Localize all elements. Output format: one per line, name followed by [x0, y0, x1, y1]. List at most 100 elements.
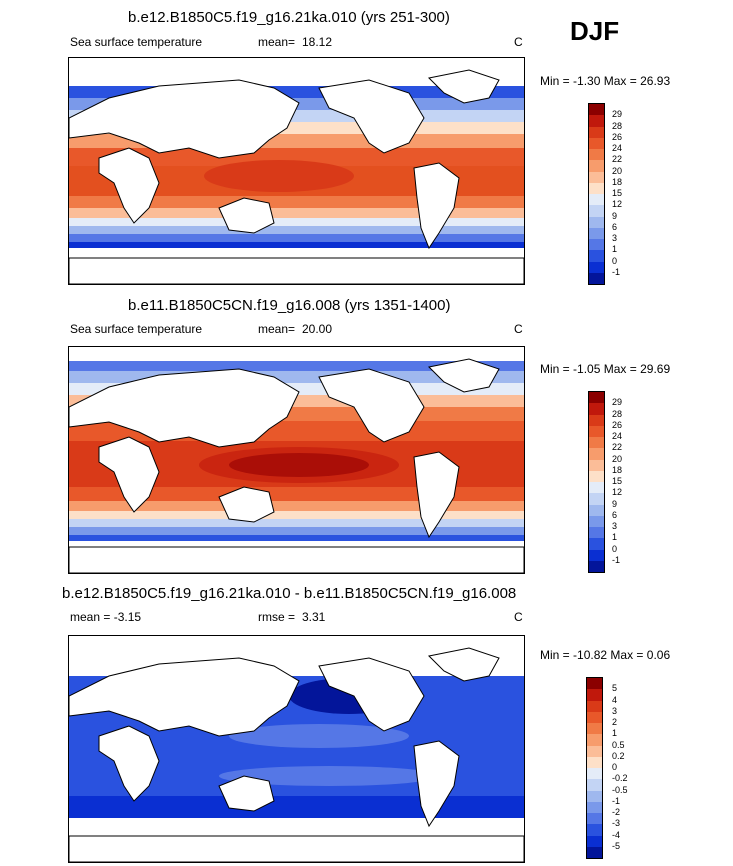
panel3-max-label: Max = [610, 648, 644, 662]
colorbar-swatch [589, 392, 604, 404]
anomaly-band [219, 766, 439, 786]
panel2-min-value: -1.05 [573, 362, 601, 376]
colorbar-swatch [587, 700, 602, 712]
ocean-band [69, 535, 524, 541]
colorbar-tick-label: 26 [612, 419, 623, 430]
colorbar-swatch [589, 137, 604, 149]
colorbar-tick-label: -0.5 [612, 784, 628, 795]
ocean-band [69, 208, 524, 218]
panel2-max-label: Max = [603, 362, 637, 376]
colorbar-tick-label: 20 [612, 453, 623, 464]
colorbar-swatch [589, 126, 604, 138]
colorbar-swatch [587, 846, 602, 858]
colorbar-swatch [589, 194, 604, 206]
colorbar-tick-label: 9 [612, 210, 618, 221]
colorbar-tick-label: 2 [612, 717, 618, 727]
panel3-rmse-label: rmse = [258, 610, 296, 624]
panel1-colorbar [588, 103, 605, 285]
ocean-band [69, 487, 524, 501]
panel2-min-max: Min = -1.05 Max = 29.69 [540, 362, 670, 376]
colorbar-tick-label: 0.2 [612, 750, 625, 761]
colorbar-swatch [587, 734, 602, 746]
panel1-variable-label: Sea surface temperature [70, 35, 203, 49]
colorbar-tick-label: 29 [612, 109, 623, 120]
colorbar-swatch [589, 414, 604, 426]
ocean-band [69, 527, 524, 535]
colorbar-swatch [589, 527, 604, 539]
panel3-title: b.e12.B1850C5.f19_g16.21ka.010 - b.e11.B… [62, 585, 517, 602]
panel2-colorbar [588, 391, 605, 573]
colorbar-tick-label: 5 [612, 683, 618, 694]
panel1-map-svg [69, 58, 524, 284]
colorbar-tick-label: 24 [612, 143, 623, 153]
colorbar-tick-label: 26 [612, 131, 623, 142]
colorbar-tick-label: 20 [612, 165, 623, 176]
colorbar-swatch [587, 711, 602, 723]
colorbar-swatch [589, 493, 604, 505]
colorbar-tick-label: -1 [612, 266, 621, 277]
panel3-colorbar [586, 677, 603, 859]
colorbar-swatch [589, 425, 604, 437]
panel1-min-value: -1.30 [573, 74, 601, 88]
ocean-band [69, 796, 524, 818]
panel3-map [68, 635, 525, 863]
colorbar-swatch [587, 779, 602, 791]
ocean-band [69, 361, 524, 371]
panel2-mean-label: mean= [258, 322, 296, 336]
colorbar-swatch [589, 250, 604, 262]
colorbar-swatch [587, 756, 602, 768]
panel3-min-label: Min = [540, 648, 570, 662]
panel3-map-svg [69, 636, 524, 862]
colorbar-swatch [589, 115, 604, 127]
panel1-max-label: Max = [603, 74, 637, 88]
colorbar-tick-label: 3 [612, 705, 618, 716]
colorbar-swatch [589, 515, 604, 527]
colorbar-tick-label: 1 [612, 532, 618, 543]
colorbar-tick-label: -2 [612, 807, 621, 817]
colorbar-swatch [587, 689, 602, 701]
colorbar-tick-label: 12 [612, 487, 623, 498]
colorbar-swatch [587, 835, 602, 847]
panel2-map-svg [69, 347, 524, 573]
colorbar-tick-label: 0 [612, 255, 618, 266]
colorbar-tick-label: 3 [612, 521, 618, 531]
colorbar-tick-label: -1 [612, 554, 621, 565]
colorbar-swatch [587, 678, 602, 690]
coastlines [69, 647, 524, 862]
ocean-band [69, 218, 524, 226]
anomaly-band [229, 724, 409, 748]
colorbar-swatch [589, 448, 604, 460]
panel2-colorbar-labels: 29 28 26 24 22 20 18 15 12 9 6 3 1 0 -1 [612, 391, 652, 571]
colorbar-tick-label: 1 [612, 244, 618, 255]
panel1-colorbar-labels: 29 28 26 24 22 20 18 15 12 9 6 3 1 0 -1 [612, 103, 652, 283]
colorbar-tick-label: 0.5 [612, 739, 625, 750]
colorbar-swatch [589, 470, 604, 482]
ocean-band [69, 242, 524, 248]
panel1-units: C [514, 35, 523, 49]
colorbar-swatch [589, 272, 604, 284]
colorbar-swatch [587, 813, 602, 825]
colorbar-swatch [589, 459, 604, 471]
ocean-band [69, 148, 524, 166]
colorbar-tick-label: -3 [612, 818, 621, 829]
colorbar-swatch [589, 227, 604, 239]
panel3-mean-label: mean = -3.15 [70, 610, 142, 624]
colorbar-tick-label: 15 [612, 188, 623, 198]
colorbar-tick-label: -0.2 [612, 773, 628, 784]
ocean-band [69, 226, 524, 234]
panel2-title: b.e11.B1850C5CN.f19_g16.008 (yrs 1351-14… [128, 297, 451, 314]
panel2-mean-value: 20.00 [302, 322, 333, 336]
colorbar-tick-label: 6 [612, 221, 618, 232]
colorbar-tick-label: -1 [612, 795, 621, 806]
colorbar-tick-label: 24 [612, 431, 623, 441]
panel3-units: C [514, 610, 523, 624]
colorbar-tick-label: 28 [612, 408, 623, 419]
colorbar-tick-label: 28 [612, 120, 623, 131]
colorbar-tick-label: 22 [612, 154, 623, 165]
colorbar-tick-label: 29 [612, 397, 623, 408]
colorbar-tick-label: 22 [612, 442, 623, 453]
colorbar-swatch [589, 261, 604, 273]
panel2-max-value: 29.69 [640, 362, 671, 376]
panel1-mean-label: mean= [258, 35, 296, 49]
colorbar-swatch [589, 482, 604, 494]
